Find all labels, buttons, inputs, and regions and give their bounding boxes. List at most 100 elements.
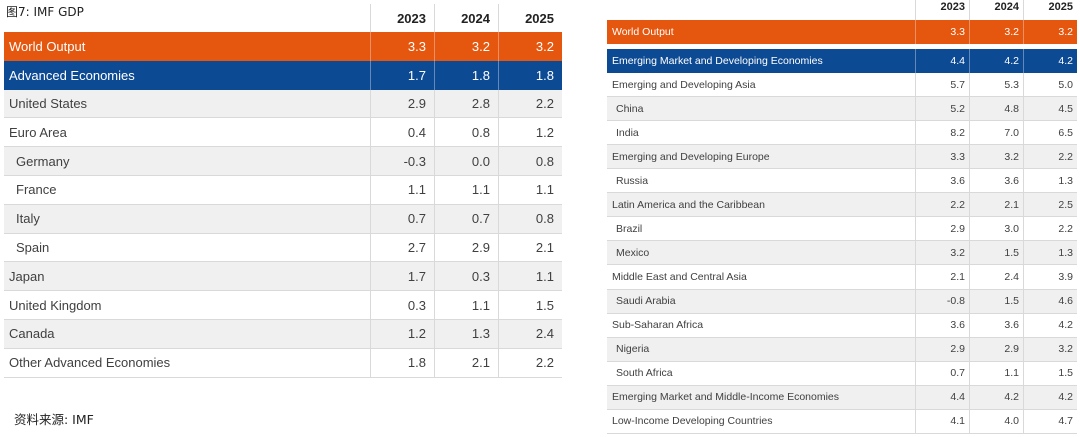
row-label: Italy (16, 211, 40, 227)
table-row: Japan 1.7 0.3 1.1 (4, 262, 562, 292)
value-cell: 3.3 (370, 32, 434, 61)
value-cell: 0.7 (915, 361, 969, 385)
value-cell: 1.8 (434, 60, 498, 90)
value-cell: 1.5 (969, 289, 1023, 313)
year-header: 2024 (434, 4, 498, 32)
value-cell: 3.6 (915, 169, 969, 193)
table-row: Emerging Market and Middle-Income Econom… (607, 385, 1077, 410)
value-cell: 3.0 (969, 217, 1023, 241)
value-cell: 3.9 (1023, 265, 1077, 289)
table-row: Middle East and Central Asia 2.1 2.4 3.9 (607, 265, 1077, 290)
table-row: South Africa 0.7 1.1 1.5 (607, 361, 1077, 386)
table-row: Emerging Market and Developing Economies… (607, 49, 1077, 74)
value-cell: 1.1 (498, 175, 562, 204)
table-row: Italy 0.7 0.7 0.8 (4, 204, 562, 234)
table-row: Advanced Economies 1.7 1.8 1.8 (4, 60, 562, 90)
value-cell: 1.3 (1023, 241, 1077, 265)
value-cell: 0.0 (434, 147, 498, 175)
table-row: Russia 3.6 3.6 1.3 (607, 169, 1077, 194)
row-label: World Output (612, 26, 674, 39)
table-row: Brazil 2.9 3.0 2.2 (607, 217, 1077, 242)
table-row: Mexico 3.2 1.5 1.3 (607, 241, 1077, 266)
table-row: France 1.1 1.1 1.1 (4, 175, 562, 205)
value-cell: 2.1 (915, 265, 969, 289)
value-cell: 1.1 (434, 291, 498, 319)
value-cell: 2.2 (1023, 145, 1077, 169)
table-row: Sub-Saharan Africa 3.6 3.6 4.2 (607, 313, 1077, 338)
table-header: 2023 2024 2025 (4, 4, 562, 32)
value-cell: 2.9 (370, 89, 434, 118)
value-cell: 3.6 (915, 313, 969, 337)
value-cell: 2.9 (915, 337, 969, 361)
value-cell: 1.2 (498, 118, 562, 147)
value-cell: 1.7 (370, 262, 434, 291)
value-cell: 4.4 (915, 49, 969, 74)
row-label: United States (9, 95, 88, 111)
table-row: Euro Area 0.4 0.8 1.2 (4, 118, 562, 148)
value-cell: 2.8 (434, 89, 498, 118)
value-cell: 3.2 (434, 32, 498, 61)
value-cell: 1.5 (969, 241, 1023, 265)
row-label: France (16, 182, 57, 198)
value-cell: 3.2 (915, 241, 969, 265)
row-label: Emerging Market and Developing Economies (612, 55, 823, 68)
year-header: 2023 (370, 4, 434, 32)
value-cell: 4.0 (969, 409, 1023, 433)
row-label: Emerging Market and Middle-Income Econom… (612, 391, 840, 404)
value-cell: 4.2 (1023, 49, 1077, 74)
value-cell: 2.9 (915, 217, 969, 241)
value-cell: 3.2 (498, 32, 562, 61)
row-label: Japan (9, 268, 45, 284)
value-cell: 4.4 (915, 385, 969, 409)
value-cell: 0.7 (370, 204, 434, 233)
value-cell: 1.8 (498, 60, 562, 90)
value-cell: 2.1 (969, 193, 1023, 217)
table-header: 2023 2024 2025 (607, 0, 1077, 20)
value-cell: 2.9 (969, 337, 1023, 361)
row-label: Canada (9, 326, 55, 342)
value-cell: 2.1 (434, 348, 498, 377)
value-cell: 1.1 (969, 361, 1023, 385)
emerging-economies-table: 2023 2024 2025 World Output 3.3 3.2 3.2 Emer… (607, 0, 1077, 434)
row-label: Sub-Saharan Africa (612, 319, 704, 332)
value-cell: 2.5 (1023, 193, 1077, 217)
row-label: China (616, 102, 644, 115)
row-label: Other Advanced Economies (9, 355, 171, 371)
value-cell: 4.6 (1023, 289, 1077, 313)
row-label: India (616, 126, 639, 139)
value-cell: 0.3 (370, 291, 434, 319)
row-label: South Africa (616, 367, 673, 380)
value-cell: 2.2 (915, 193, 969, 217)
value-cell: 1.1 (370, 175, 434, 204)
value-cell: 4.2 (969, 49, 1023, 74)
table-row: China 5.2 4.8 4.5 (607, 97, 1077, 122)
value-cell: 2.7 (370, 233, 434, 262)
table-row: World Output 3.3 3.2 3.2 (607, 20, 1077, 45)
value-cell: 3.2 (969, 145, 1023, 169)
value-cell: 0.4 (370, 118, 434, 147)
value-cell: 5.7 (915, 73, 969, 97)
value-cell: 2.9 (434, 233, 498, 262)
value-cell: 1.2 (370, 319, 434, 348)
figure-title: 图7: IMF GDP (6, 5, 84, 19)
value-cell: 1.3 (434, 319, 498, 348)
source-note: 资料来源: IMF (14, 412, 94, 427)
value-cell: 2.4 (969, 265, 1023, 289)
value-cell: 1.1 (434, 175, 498, 204)
table-row: World Output 3.3 3.2 3.2 (4, 32, 562, 61)
table-row: Emerging and Developing Asia 5.7 5.3 5.0 (607, 73, 1077, 98)
row-label: Spain (16, 239, 50, 255)
value-cell: 4.2 (969, 385, 1023, 409)
value-cell: 1.5 (498, 291, 562, 319)
value-cell: 1.3 (1023, 169, 1077, 193)
value-cell: 3.2 (969, 20, 1023, 45)
year-header: 2025 (498, 4, 562, 32)
value-cell: 8.2 (915, 121, 969, 145)
advanced-economies-table: 2023 2024 2025 World Output 3.3 3.2 3.2 Adva… (4, 4, 562, 378)
value-cell: 0.8 (498, 147, 562, 175)
table-row: India 8.2 7.0 6.5 (607, 121, 1077, 146)
table-row: Emerging and Developing Europe 3.3 3.2 2.2 (607, 145, 1077, 170)
value-cell: 3.6 (969, 169, 1023, 193)
row-label: Middle East and Central Asia (612, 270, 747, 283)
value-cell: 4.1 (915, 409, 969, 433)
